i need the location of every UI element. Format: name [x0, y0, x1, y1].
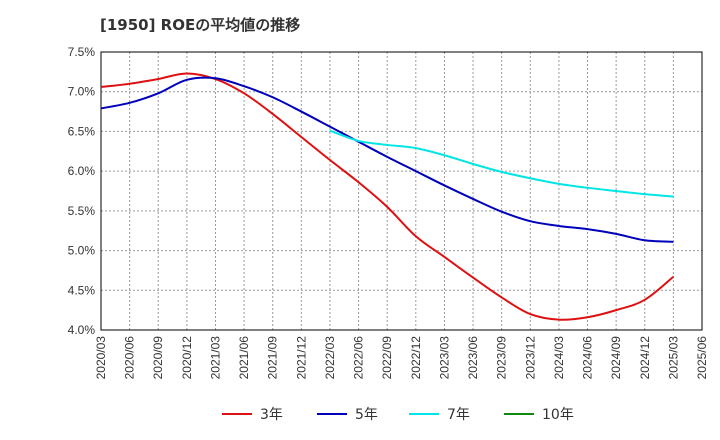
legend-label-2: 7年 — [447, 407, 470, 423]
series-line-1 — [100, 76, 674, 243]
y-tick-label: 4.0% — [68, 323, 96, 337]
y-axis-ticks: 4.0% 4.5% 5.0% 5.5% 6.0% 6.5% 7.0% 7.5% — [68, 45, 96, 337]
x-tick-label: 2023/12 — [523, 336, 537, 380]
x-tick-label: 2021/06 — [237, 336, 251, 380]
x-tick-label: 2023/09 — [495, 336, 509, 380]
x-tick-label: 2024/03 — [552, 336, 566, 380]
legend-label-3: 10年 — [542, 407, 574, 423]
series-line-2 — [329, 129, 674, 198]
x-tick-label: 2021/03 — [208, 336, 222, 380]
y-tick-label: 7.5% — [68, 45, 96, 59]
grid-lines — [101, 52, 702, 330]
x-tick-label: 2022/12 — [409, 336, 423, 380]
x-tick-label: 2021/12 — [294, 336, 308, 380]
y-tick-label: 5.0% — [68, 244, 96, 258]
x-tick-label: 2022/06 — [352, 336, 366, 380]
y-tick-label: 6.5% — [68, 124, 96, 138]
x-tick-label: 2023/06 — [466, 336, 480, 380]
x-tick-label: 2020/03 — [94, 336, 108, 380]
y-tick-label: 7.0% — [68, 85, 96, 99]
x-tick-label: 2020/06 — [123, 336, 137, 380]
plot-frame — [100, 51, 703, 331]
y-tick-label: 6.0% — [68, 164, 96, 178]
y-tick-label: 4.5% — [68, 283, 96, 297]
series-line-0 — [100, 72, 675, 321]
x-tick-label: 2022/03 — [323, 336, 337, 380]
x-tick-label: 2020/12 — [180, 336, 194, 380]
x-tick-label: 2020/09 — [151, 336, 165, 380]
legend-label-1: 5年 — [355, 407, 378, 423]
x-tick-label: 2024/06 — [581, 336, 595, 380]
legend-label-0: 3年 — [260, 407, 283, 423]
y-tick-label: 5.5% — [68, 204, 96, 218]
series-lines — [100, 72, 675, 321]
x-tick-label: 2025/03 — [666, 336, 680, 380]
x-tick-label: 2024/12 — [638, 336, 652, 380]
x-tick-label: 2021/09 — [266, 336, 280, 380]
x-axis-ticks: 2020/03 2020/06 2020/09 2020/12 2021/03 2021/… — [94, 336, 709, 380]
x-tick-label: 2023/03 — [437, 336, 451, 380]
chart-title: [1950] ROEの平均値の推移 — [100, 16, 301, 34]
x-tick-label: 2025/06 — [695, 336, 709, 380]
legend: 3年 5年 7年 10年 — [222, 407, 574, 423]
x-tick-label: 2022/09 — [380, 336, 394, 380]
x-tick-label: 2024/09 — [609, 336, 623, 380]
